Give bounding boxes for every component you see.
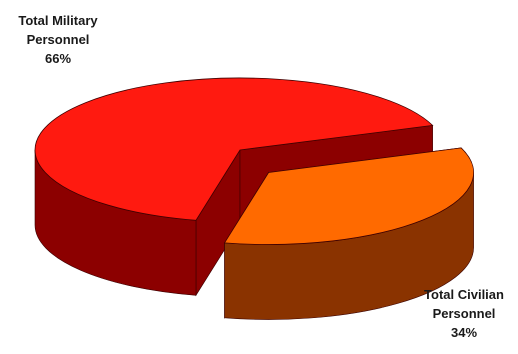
label-military-line2: Personnel xyxy=(27,32,90,47)
label-civilian-pct: 34% xyxy=(451,325,477,340)
label-military-pct: 66% xyxy=(45,51,71,66)
slice-label-military: Total Military Personnel 66% xyxy=(18,13,98,66)
slice-military-top xyxy=(34,77,434,221)
label-civilian-line1: Total Civilian xyxy=(424,287,504,302)
label-military-line1: Total Military xyxy=(18,13,98,28)
pie-slices xyxy=(34,77,474,320)
slice-label-civilian: Total Civilian Personnel 34% xyxy=(424,287,504,340)
slice-civilian-top xyxy=(223,147,474,245)
label-civilian-line2: Personnel xyxy=(433,306,496,321)
